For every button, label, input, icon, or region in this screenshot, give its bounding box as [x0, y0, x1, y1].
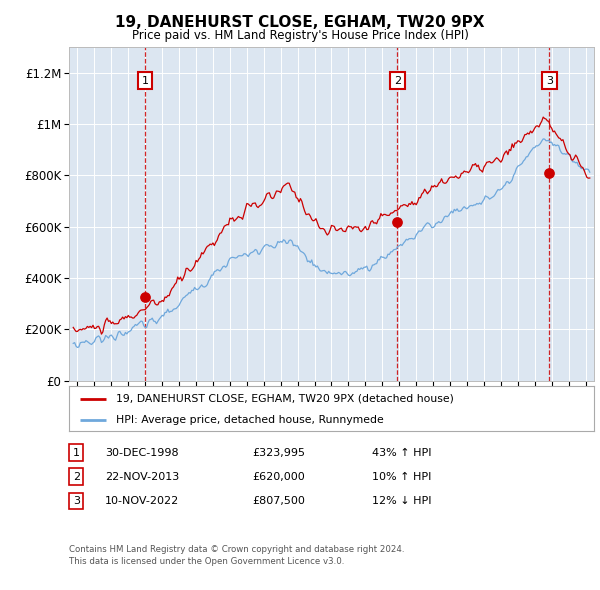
Point — [140, 293, 150, 302]
Text: 19, DANEHURST CLOSE, EGHAM, TW20 9PX (detached house): 19, DANEHURST CLOSE, EGHAM, TW20 9PX (de… — [116, 394, 454, 404]
Text: £807,500: £807,500 — [252, 496, 305, 506]
Text: £323,995: £323,995 — [252, 448, 305, 457]
Text: 1: 1 — [73, 448, 80, 457]
Text: 10-NOV-2022: 10-NOV-2022 — [105, 496, 179, 506]
Text: Price paid vs. HM Land Registry's House Price Index (HPI): Price paid vs. HM Land Registry's House … — [131, 30, 469, 42]
Text: 1: 1 — [142, 76, 149, 86]
Text: 3: 3 — [546, 76, 553, 86]
Text: 43% ↑ HPI: 43% ↑ HPI — [372, 448, 431, 457]
Text: 12% ↓ HPI: 12% ↓ HPI — [372, 496, 431, 506]
Point — [392, 217, 402, 227]
Text: 10% ↑ HPI: 10% ↑ HPI — [372, 472, 431, 481]
Text: £620,000: £620,000 — [252, 472, 305, 481]
Text: 2: 2 — [394, 76, 401, 86]
Text: 3: 3 — [73, 496, 80, 506]
Text: This data is licensed under the Open Government Licence v3.0.: This data is licensed under the Open Gov… — [69, 557, 344, 566]
Text: 30-DEC-1998: 30-DEC-1998 — [105, 448, 179, 457]
Point — [544, 169, 554, 178]
Text: 2: 2 — [73, 472, 80, 481]
Text: HPI: Average price, detached house, Runnymede: HPI: Average price, detached house, Runn… — [116, 415, 384, 425]
Text: 22-NOV-2013: 22-NOV-2013 — [105, 472, 179, 481]
Text: Contains HM Land Registry data © Crown copyright and database right 2024.: Contains HM Land Registry data © Crown c… — [69, 545, 404, 555]
Text: 19, DANEHURST CLOSE, EGHAM, TW20 9PX: 19, DANEHURST CLOSE, EGHAM, TW20 9PX — [115, 15, 485, 30]
